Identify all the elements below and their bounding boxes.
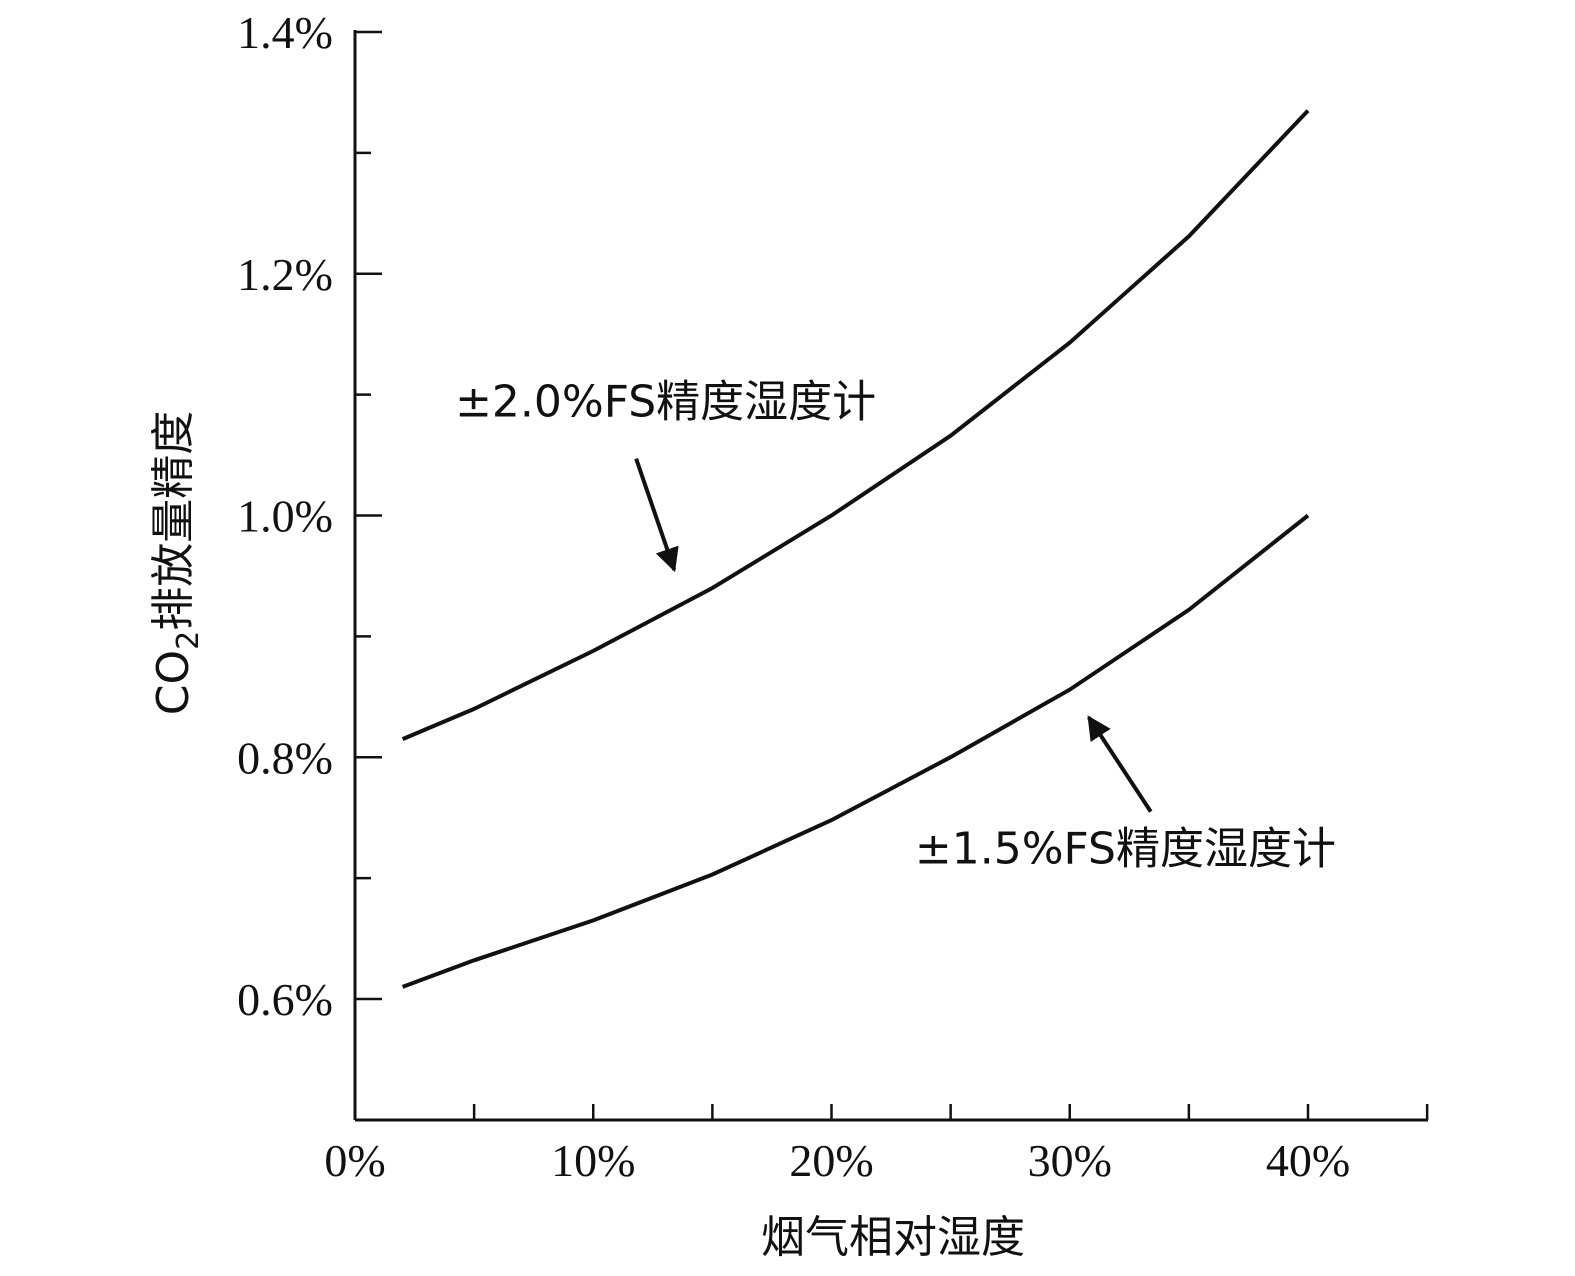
annotation-arrow-1 (634, 458, 679, 573)
axes (353, 30, 1428, 1122)
annotation-layer: ±2.0%FS精度湿度计 ±1.5%FS精度湿度计 (455, 376, 1336, 874)
series-line-1 (401, 109, 1310, 741)
series-line-2 (401, 513, 1310, 989)
y-tick-label: 1.4% (237, 7, 333, 58)
x-tick-label: 40% (1266, 1135, 1350, 1186)
x-tick-label: 10% (551, 1135, 635, 1186)
y-tick-label: 0.8% (237, 732, 333, 783)
y-axis-title-rest: 排放量精度 (148, 411, 199, 631)
y-tick-label: 0.6% (237, 974, 333, 1025)
y-axis-ticks: 0.6% 0.8% 1.0% 1.2% 1.4% (237, 7, 382, 1025)
series-2-label: ±1.5%FS精度湿度计 (915, 824, 1336, 875)
series-layer (401, 109, 1310, 989)
x-tick-label: 20% (789, 1135, 873, 1186)
x-tick-label: 30% (1028, 1135, 1112, 1186)
y-axis-title: CO2排放量精度 (148, 411, 206, 715)
y-axis-title-main: CO (148, 650, 199, 715)
series-1-label: ±2.0%FS精度湿度计 (455, 376, 876, 427)
y-tick-label: 1.0% (237, 491, 333, 542)
x-tick-label: 0% (324, 1135, 385, 1186)
y-tick-label: 1.2% (237, 249, 333, 300)
x-axis-ticks: 0% 10% 20% 30% 40% (324, 1104, 1429, 1186)
annotation-arrow-2 (1087, 715, 1153, 813)
y-axis-title-subscript: 2 (171, 631, 206, 650)
x-axis-title: 烟气相对湿度 (761, 1212, 1025, 1263)
